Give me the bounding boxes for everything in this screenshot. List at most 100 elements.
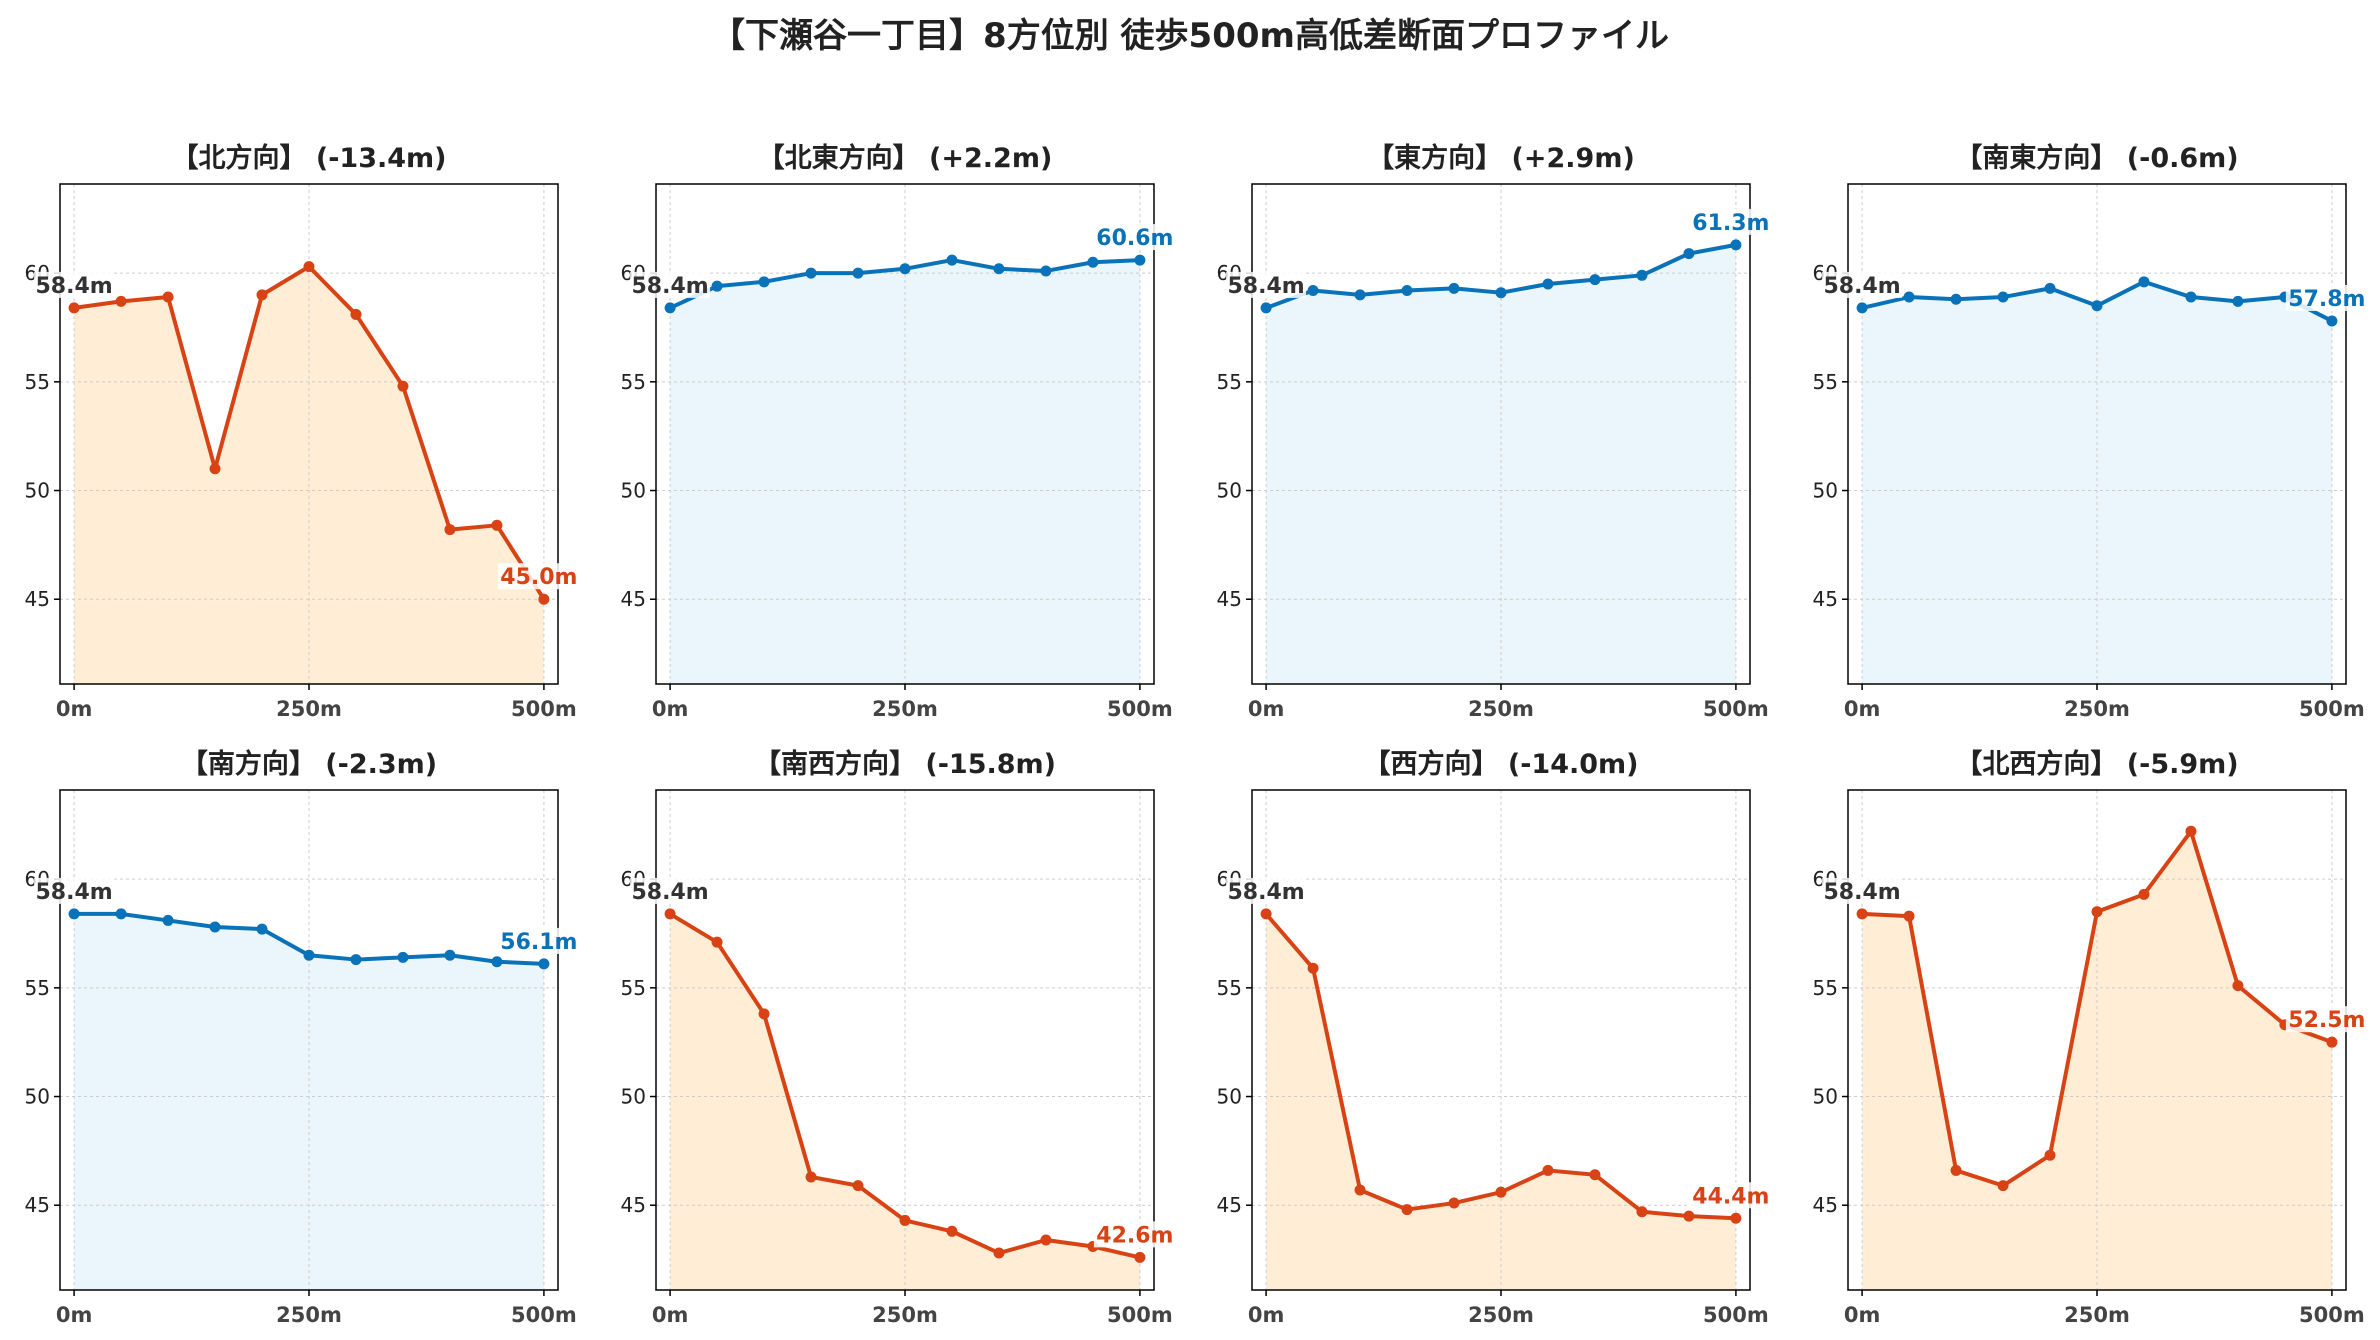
start-label-box (630, 877, 711, 904)
data-point (1730, 1212, 1742, 1224)
data-point (256, 289, 268, 301)
data-point (1307, 962, 1319, 974)
start-label-box (630, 271, 711, 298)
x-tick-label: 250m (276, 697, 342, 721)
data-point (1589, 274, 1601, 286)
end-value-label: 44.4m (1692, 1184, 1769, 1209)
data-point (2232, 295, 2244, 307)
x-tick-label: 500m (1107, 697, 1173, 721)
data-point (1683, 248, 1695, 260)
data-point (711, 936, 723, 948)
area-fill (74, 266, 544, 684)
data-point (1401, 1204, 1413, 1216)
end-value-label: 45.0m (500, 565, 577, 590)
area-fill (74, 913, 544, 1290)
end-value-label: 56.1m (500, 930, 577, 955)
start-label-box (1822, 877, 1903, 904)
data-point (162, 914, 174, 926)
y-tick-label: 50 (1813, 1085, 1838, 1109)
y-tick-label: 50 (1813, 479, 1838, 503)
chart-title: 【西方向】 (-14.0m) (1363, 748, 1638, 780)
direction-chart-7: 【西方向】 (-14.0m)455055600m250m500m58.4m44.… (1217, 748, 1772, 1327)
data-point (852, 1180, 864, 1192)
data-point (1401, 285, 1413, 297)
data-point (115, 908, 127, 920)
data-point (1856, 302, 1868, 314)
data-point (1495, 1186, 1507, 1198)
data-point (1636, 1206, 1648, 1218)
y-tick-label: 45 (621, 587, 646, 611)
y-tick-label: 50 (621, 1085, 646, 1109)
end-label-box (1093, 224, 1176, 251)
x-tick-label: 500m (1107, 1303, 1173, 1327)
y-tick-label: 55 (25, 976, 50, 1000)
start-value-label: 58.4m (1227, 880, 1304, 905)
data-point (899, 1214, 911, 1226)
x-tick-label: 250m (276, 1303, 342, 1327)
x-tick-label: 250m (2064, 1303, 2130, 1327)
y-tick-label: 45 (1217, 1193, 1242, 1217)
direction-chart-1: 【北方向】 (-13.4m)455055600m250m500m58.4m45.… (25, 142, 580, 721)
chart-title: 【北東方向】 (+2.2m) (758, 142, 1053, 174)
end-label-box (497, 563, 580, 590)
data-point (2232, 980, 2244, 992)
data-point (1903, 910, 1915, 922)
y-tick-label: 50 (621, 479, 646, 503)
data-point (899, 263, 911, 275)
end-label-box (1689, 208, 1772, 235)
x-tick-label: 250m (872, 1303, 938, 1327)
x-tick-label: 500m (2299, 1303, 2365, 1327)
x-tick-label: 0m (652, 697, 689, 721)
data-point (805, 267, 817, 279)
data-point (2044, 1149, 2056, 1161)
y-tick-label: 45 (25, 587, 50, 611)
direction-chart-4: 【南東方向】 (-0.6m)455055600m250m500m58.4m57.… (1813, 142, 2368, 721)
data-point (664, 302, 676, 314)
data-point (2326, 1036, 2338, 1048)
data-point (2185, 825, 2197, 837)
data-point (1997, 1180, 2009, 1192)
data-point (397, 951, 409, 963)
data-point (1495, 287, 1507, 299)
data-point (68, 302, 80, 314)
data-point (1134, 254, 1146, 266)
direction-chart-3: 【東方向】 (+2.9m)455055600m250m500m58.4m61.3… (1217, 142, 1772, 721)
data-point (538, 593, 550, 605)
chart-title: 【南西方向】 (-15.8m) (754, 748, 1056, 780)
data-point (2138, 276, 2150, 288)
data-point (115, 295, 127, 307)
direction-chart-5: 【南方向】 (-2.3m)455055600m250m500m58.4m56.1… (25, 748, 580, 1327)
end-value-label: 42.6m (1096, 1223, 1173, 1248)
data-point (1087, 256, 1099, 268)
chart-title: 【北西方向】 (-5.9m) (1955, 748, 2238, 780)
data-point (2326, 315, 2338, 327)
data-point (1448, 282, 1460, 294)
data-point (2185, 291, 2197, 303)
data-point (1856, 908, 1868, 920)
x-tick-label: 0m (56, 1303, 93, 1327)
data-point (1040, 1234, 1052, 1246)
data-point (805, 1171, 817, 1183)
y-tick-label: 55 (621, 370, 646, 394)
x-tick-label: 500m (1703, 697, 1769, 721)
data-point (1040, 265, 1052, 277)
start-label-box (1226, 877, 1307, 904)
x-tick-label: 250m (1468, 697, 1534, 721)
data-point (538, 958, 550, 970)
area-fill (1266, 913, 1736, 1290)
y-tick-label: 55 (1813, 370, 1838, 394)
x-tick-label: 500m (511, 697, 577, 721)
data-point (2044, 282, 2056, 294)
data-point (1134, 1251, 1146, 1263)
area-fill (1266, 244, 1736, 684)
data-point (1950, 1164, 1962, 1176)
chart-title: 【南方向】 (-2.3m) (181, 748, 437, 780)
y-tick-label: 50 (25, 1085, 50, 1109)
data-point (1260, 908, 1272, 920)
data-point (1950, 293, 1962, 305)
x-tick-label: 500m (511, 1303, 577, 1327)
end-label-box (2285, 1006, 2368, 1033)
x-tick-label: 0m (1248, 1303, 1285, 1327)
data-point (397, 380, 409, 392)
